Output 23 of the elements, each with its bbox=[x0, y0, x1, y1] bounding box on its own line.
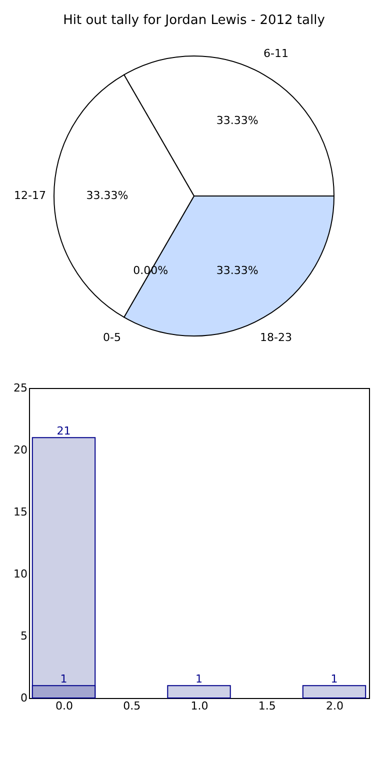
y-tick-label: 5 bbox=[20, 630, 28, 642]
data-label: 1 bbox=[196, 672, 202, 686]
x-tick-label: 0.5 bbox=[123, 700, 141, 712]
data-label: 1 bbox=[330, 672, 338, 686]
data-label: 21 bbox=[56, 424, 71, 438]
x-tick-label: 1.5 bbox=[258, 700, 276, 712]
slice-label: 12-17 bbox=[14, 189, 46, 202]
y-tick-label: 0 bbox=[20, 692, 28, 704]
data-label: 33.33% bbox=[86, 189, 128, 202]
slice-label: 6-11 bbox=[264, 46, 288, 60]
category-label: 0-5 bbox=[103, 331, 121, 344]
x-tick-label: 1.0 bbox=[190, 700, 208, 712]
y-tick-label: 15 bbox=[14, 506, 28, 518]
x-tick-label: 0.0 bbox=[56, 700, 74, 712]
y-tick-label: 25 bbox=[14, 382, 28, 394]
data-label: 33.33% bbox=[216, 114, 258, 127]
y-tick-label: 20 bbox=[14, 444, 28, 456]
data-label: 1 bbox=[60, 672, 68, 686]
y-tick-label: 10 bbox=[14, 568, 28, 580]
data-label: 33.33% bbox=[216, 264, 258, 278]
slice-label: 18-23 bbox=[260, 331, 292, 344]
x-tick-label: 2.0 bbox=[326, 700, 344, 712]
chart-title: Hit out tally for Jordan Lewis - 2012 tally bbox=[63, 13, 326, 28]
